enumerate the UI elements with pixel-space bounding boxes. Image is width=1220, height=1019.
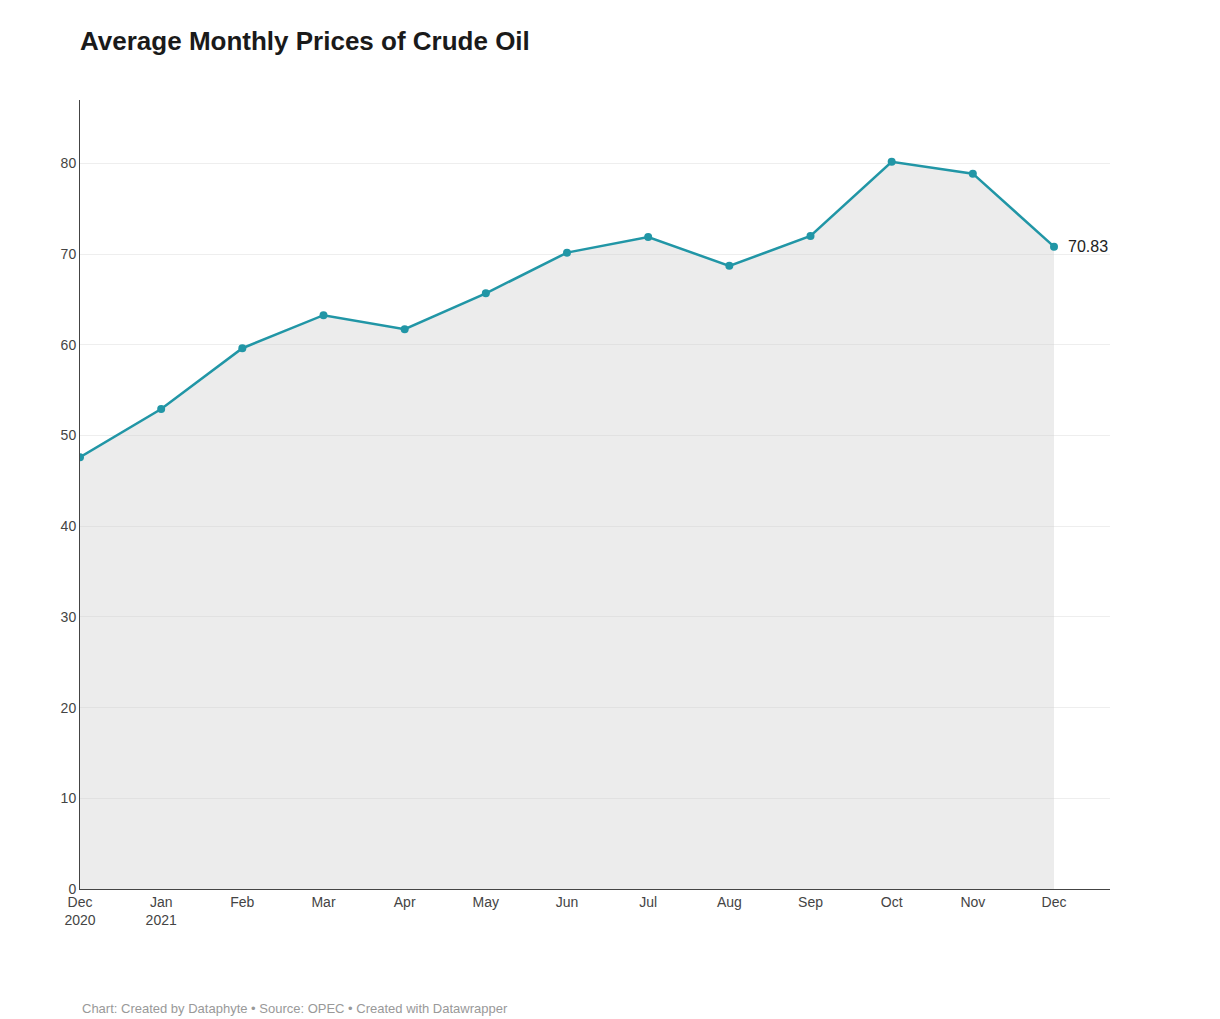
svg-text:Oct: Oct <box>881 894 903 910</box>
svg-text:60: 60 <box>61 337 77 353</box>
svg-text:Aug: Aug <box>717 894 742 910</box>
svg-text:50: 50 <box>61 427 77 443</box>
svg-text:0: 0 <box>68 881 76 897</box>
svg-text:Average Monthly Prices of Crud: Average Monthly Prices of Crude Oil <box>80 26 530 56</box>
svg-text:Jan2021: Jan2021 <box>146 894 177 928</box>
svg-text:70: 70 <box>61 246 77 262</box>
svg-text:30: 30 <box>61 609 77 625</box>
svg-text:Jun: Jun <box>556 894 579 910</box>
svg-text:Nov: Nov <box>960 894 985 910</box>
svg-text:20: 20 <box>61 700 77 716</box>
svg-text:May: May <box>473 894 499 910</box>
svg-text:Mar: Mar <box>311 894 335 910</box>
svg-text:Sep: Sep <box>798 894 823 910</box>
svg-text:Feb: Feb <box>230 894 254 910</box>
svg-text:Jul: Jul <box>639 894 657 910</box>
svg-text:10: 10 <box>61 790 77 806</box>
svg-text:Chart: Created by Dataphyte •: Chart: Created by Dataphyte • Source: OP… <box>82 1001 508 1016</box>
svg-text:70.83: 70.83 <box>1068 238 1108 255</box>
svg-text:Dec: Dec <box>1042 894 1067 910</box>
svg-text:40: 40 <box>61 518 77 534</box>
svg-text:Dec2020: Dec2020 <box>64 894 95 928</box>
svg-text:Apr: Apr <box>394 894 416 910</box>
svg-text:80: 80 <box>61 155 77 171</box>
